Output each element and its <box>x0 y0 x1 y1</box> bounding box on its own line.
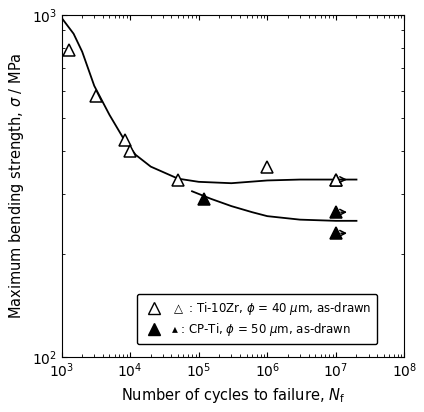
Y-axis label: Maximum bending strength, $\sigma$ / MPa: Maximum bending strength, $\sigma$ / MPa <box>7 53 26 319</box>
Legend: $\triangle$ : Ti-10Zr, $\phi$ = 40 $\mu$m, as-drawn, $\blacktriangle$ : CP-Ti, $: $\triangle$ : Ti-10Zr, $\phi$ = 40 $\mu$… <box>137 294 377 344</box>
X-axis label: Number of cycles to failure, $N_\mathrm{f}$: Number of cycles to failure, $N_\mathrm{… <box>121 386 345 405</box>
